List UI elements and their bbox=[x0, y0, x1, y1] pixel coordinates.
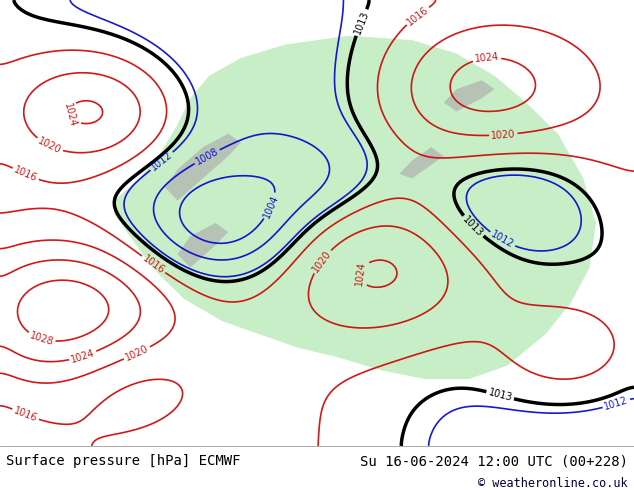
Text: 1020: 1020 bbox=[36, 136, 63, 155]
Polygon shape bbox=[165, 134, 241, 201]
Text: 1004: 1004 bbox=[261, 193, 280, 220]
Text: 1008: 1008 bbox=[194, 146, 220, 167]
Text: 1013: 1013 bbox=[352, 9, 370, 36]
Text: Su 16-06-2024 12:00 UTC (00+228): Su 16-06-2024 12:00 UTC (00+228) bbox=[359, 454, 628, 468]
Text: 1020: 1020 bbox=[491, 129, 516, 141]
Text: 1020: 1020 bbox=[311, 248, 333, 274]
Text: 1016: 1016 bbox=[12, 165, 39, 184]
Text: 1012: 1012 bbox=[603, 395, 630, 412]
Text: Surface pressure [hPa] ECMWF: Surface pressure [hPa] ECMWF bbox=[6, 454, 241, 468]
Text: 1012: 1012 bbox=[149, 150, 174, 173]
Polygon shape bbox=[114, 36, 596, 379]
Polygon shape bbox=[399, 147, 444, 178]
Text: 1024: 1024 bbox=[70, 347, 96, 365]
Text: 1024: 1024 bbox=[474, 52, 500, 65]
Text: 1013: 1013 bbox=[487, 387, 514, 403]
Text: 1016: 1016 bbox=[12, 406, 39, 424]
Text: 1024: 1024 bbox=[354, 261, 367, 286]
Text: 1028: 1028 bbox=[28, 330, 55, 347]
Text: © weatheronline.co.uk: © weatheronline.co.uk bbox=[478, 477, 628, 490]
Text: 1024: 1024 bbox=[62, 101, 78, 128]
Text: 1013: 1013 bbox=[461, 214, 485, 239]
Text: 1012: 1012 bbox=[489, 229, 515, 250]
Text: 1020: 1020 bbox=[124, 343, 150, 363]
Text: 1016: 1016 bbox=[405, 4, 430, 27]
Text: 1016: 1016 bbox=[141, 253, 166, 275]
Polygon shape bbox=[444, 80, 495, 112]
Polygon shape bbox=[178, 223, 228, 268]
